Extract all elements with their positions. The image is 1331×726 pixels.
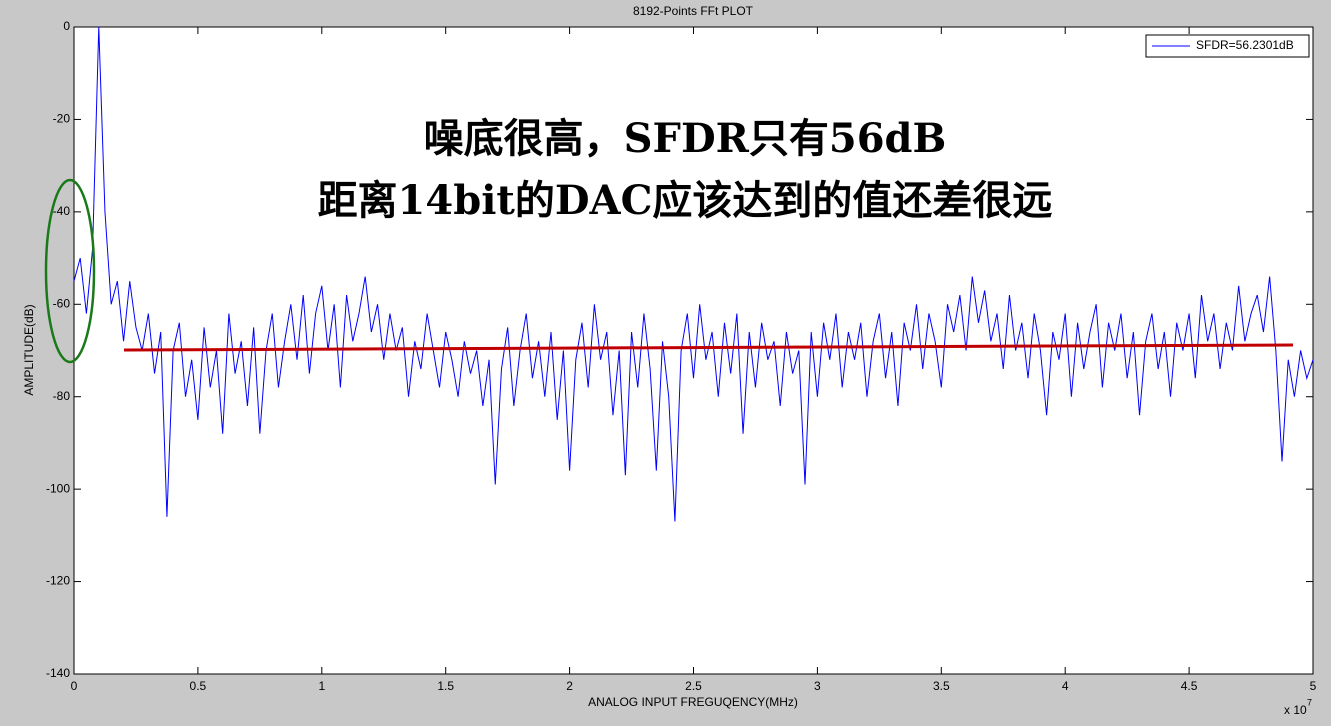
legend: SFDR=56.2301dB bbox=[1145, 34, 1310, 58]
annotation: 噪底很高，SFDR只有56dB bbox=[424, 115, 947, 162]
chart-title: 8192-Points FFt PLOT bbox=[633, 4, 754, 18]
x-tick-label: 4.5 bbox=[1181, 679, 1198, 693]
y-tick-label: 0 bbox=[63, 19, 70, 33]
y-tick-label: -20 bbox=[53, 112, 71, 126]
y-tick-label: -60 bbox=[53, 296, 71, 310]
x-tick-label: 2.5 bbox=[685, 679, 702, 693]
x-tick-label: 5 bbox=[1310, 679, 1317, 693]
x-tick-label: 0.5 bbox=[190, 679, 207, 693]
highlight-ellipse bbox=[44, 178, 96, 364]
x-multiplier: x 10 bbox=[1284, 703, 1307, 717]
x-tick-label: 2 bbox=[566, 679, 573, 693]
x-tick-label: 4 bbox=[1062, 679, 1069, 693]
x-axis-label: ANALOG INPUT FREGUQENCY(MHz) bbox=[588, 695, 798, 709]
x-tick-label: 1.5 bbox=[437, 679, 454, 693]
x-tick-label: 3 bbox=[814, 679, 821, 693]
y-tick-label: -100 bbox=[46, 481, 70, 495]
x-exponent: 7 bbox=[1307, 697, 1312, 707]
x-tick-label: 0 bbox=[71, 679, 78, 693]
y-tick-label: -80 bbox=[53, 389, 71, 403]
y-tick-label: -40 bbox=[53, 204, 71, 218]
annotation: 距离14bit的DAC应该达到的值还差很远 bbox=[318, 177, 1053, 224]
legend-label: SFDR=56.2301dB bbox=[1196, 38, 1294, 52]
noise-floor-line bbox=[123, 343, 1294, 352]
y-axis-label: AMPLITUDE(dB) bbox=[22, 304, 36, 395]
x-tick-label: 3.5 bbox=[933, 679, 950, 693]
legend-box bbox=[1145, 34, 1310, 58]
y-tick-label: -120 bbox=[46, 574, 70, 588]
y-tick-label: -140 bbox=[46, 666, 70, 680]
x-tick-label: 1 bbox=[318, 679, 325, 693]
